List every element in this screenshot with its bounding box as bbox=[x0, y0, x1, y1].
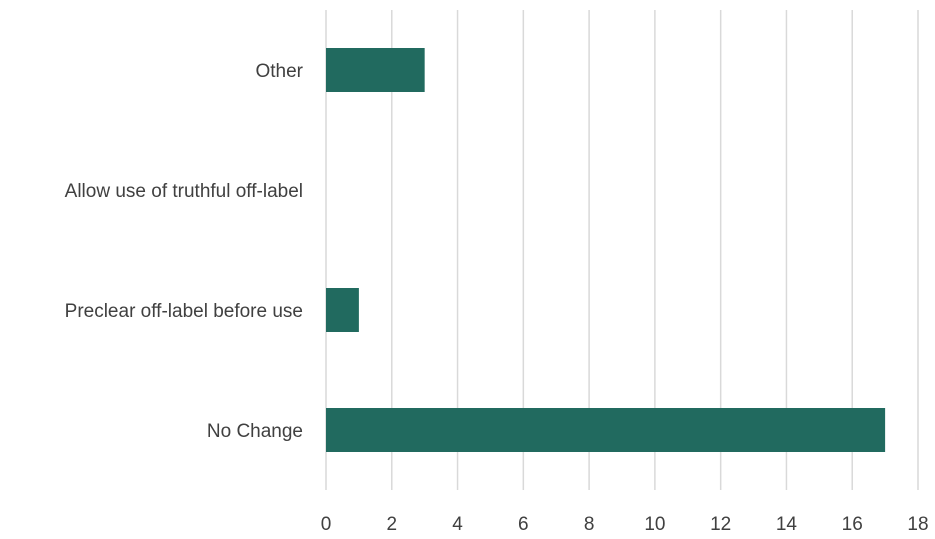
x-tick-label: 2 bbox=[386, 514, 397, 535]
category-label: Preclear off-label before use bbox=[65, 301, 303, 322]
x-tick-label: 4 bbox=[452, 514, 463, 535]
x-tick-label: 16 bbox=[842, 514, 863, 535]
x-tick-label: 18 bbox=[907, 514, 928, 535]
bars bbox=[326, 48, 886, 452]
bar bbox=[326, 48, 425, 92]
x-tick-label: 0 bbox=[321, 514, 332, 535]
x-tick-label: 10 bbox=[644, 514, 665, 535]
x-axis-tick-labels: 0 2 4 6 8 10 12 14 16 18 bbox=[321, 514, 929, 535]
x-tick-label: 8 bbox=[584, 514, 595, 535]
category-label: Allow use of truthful off-label bbox=[65, 181, 303, 202]
bar bbox=[326, 288, 359, 332]
category-labels: Other Allow use of truthful off-label Prec… bbox=[65, 61, 304, 442]
category-label: Other bbox=[255, 61, 303, 82]
category-label: No Change bbox=[207, 421, 303, 442]
x-tick-label: 6 bbox=[518, 514, 529, 535]
bar bbox=[326, 408, 886, 452]
x-tick-label: 12 bbox=[710, 514, 731, 535]
x-tick-label: 14 bbox=[776, 514, 798, 535]
